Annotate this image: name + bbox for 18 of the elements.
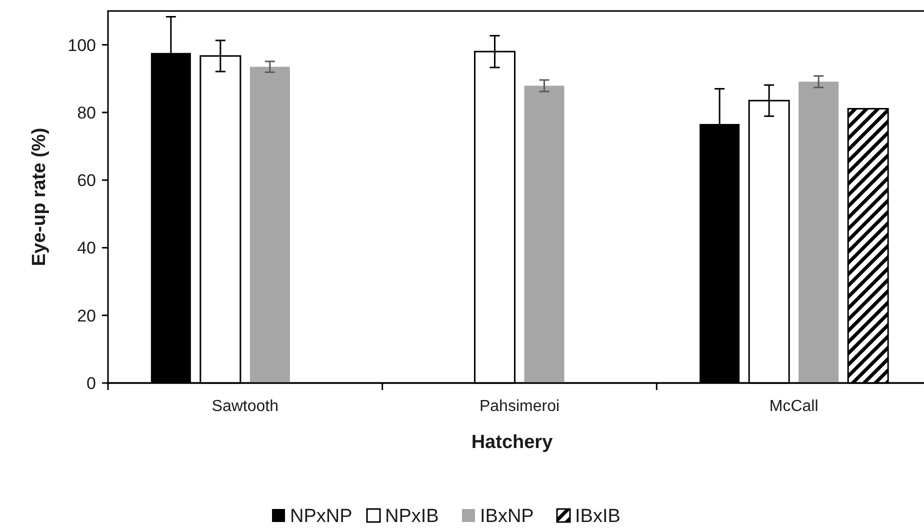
x-tick-label: Sawtooth — [212, 398, 279, 415]
bar — [798, 82, 839, 383]
legend-label: IBxIB — [575, 506, 620, 527]
x-tick-label: McCall — [769, 398, 818, 415]
bar — [250, 66, 290, 383]
bar — [524, 86, 564, 383]
x-axis-title: Hatchery — [471, 432, 554, 453]
y-axis-title: Eye-up rate (%) — [29, 128, 50, 266]
legend-label: NPxIB — [385, 506, 439, 527]
y-tick-label: 60 — [77, 171, 96, 190]
y-tick-label: 0 — [86, 374, 96, 393]
y-tick-label: 20 — [77, 306, 96, 326]
legend-label: IBxNP — [480, 506, 534, 527]
y-tick-label: 80 — [77, 103, 96, 122]
y-tick-label: 100 — [68, 36, 96, 55]
x-tick-label: Pahsimeroi — [479, 398, 560, 415]
legend-label: NPxNP — [290, 506, 352, 527]
y-tick-label: 40 — [77, 238, 96, 258]
